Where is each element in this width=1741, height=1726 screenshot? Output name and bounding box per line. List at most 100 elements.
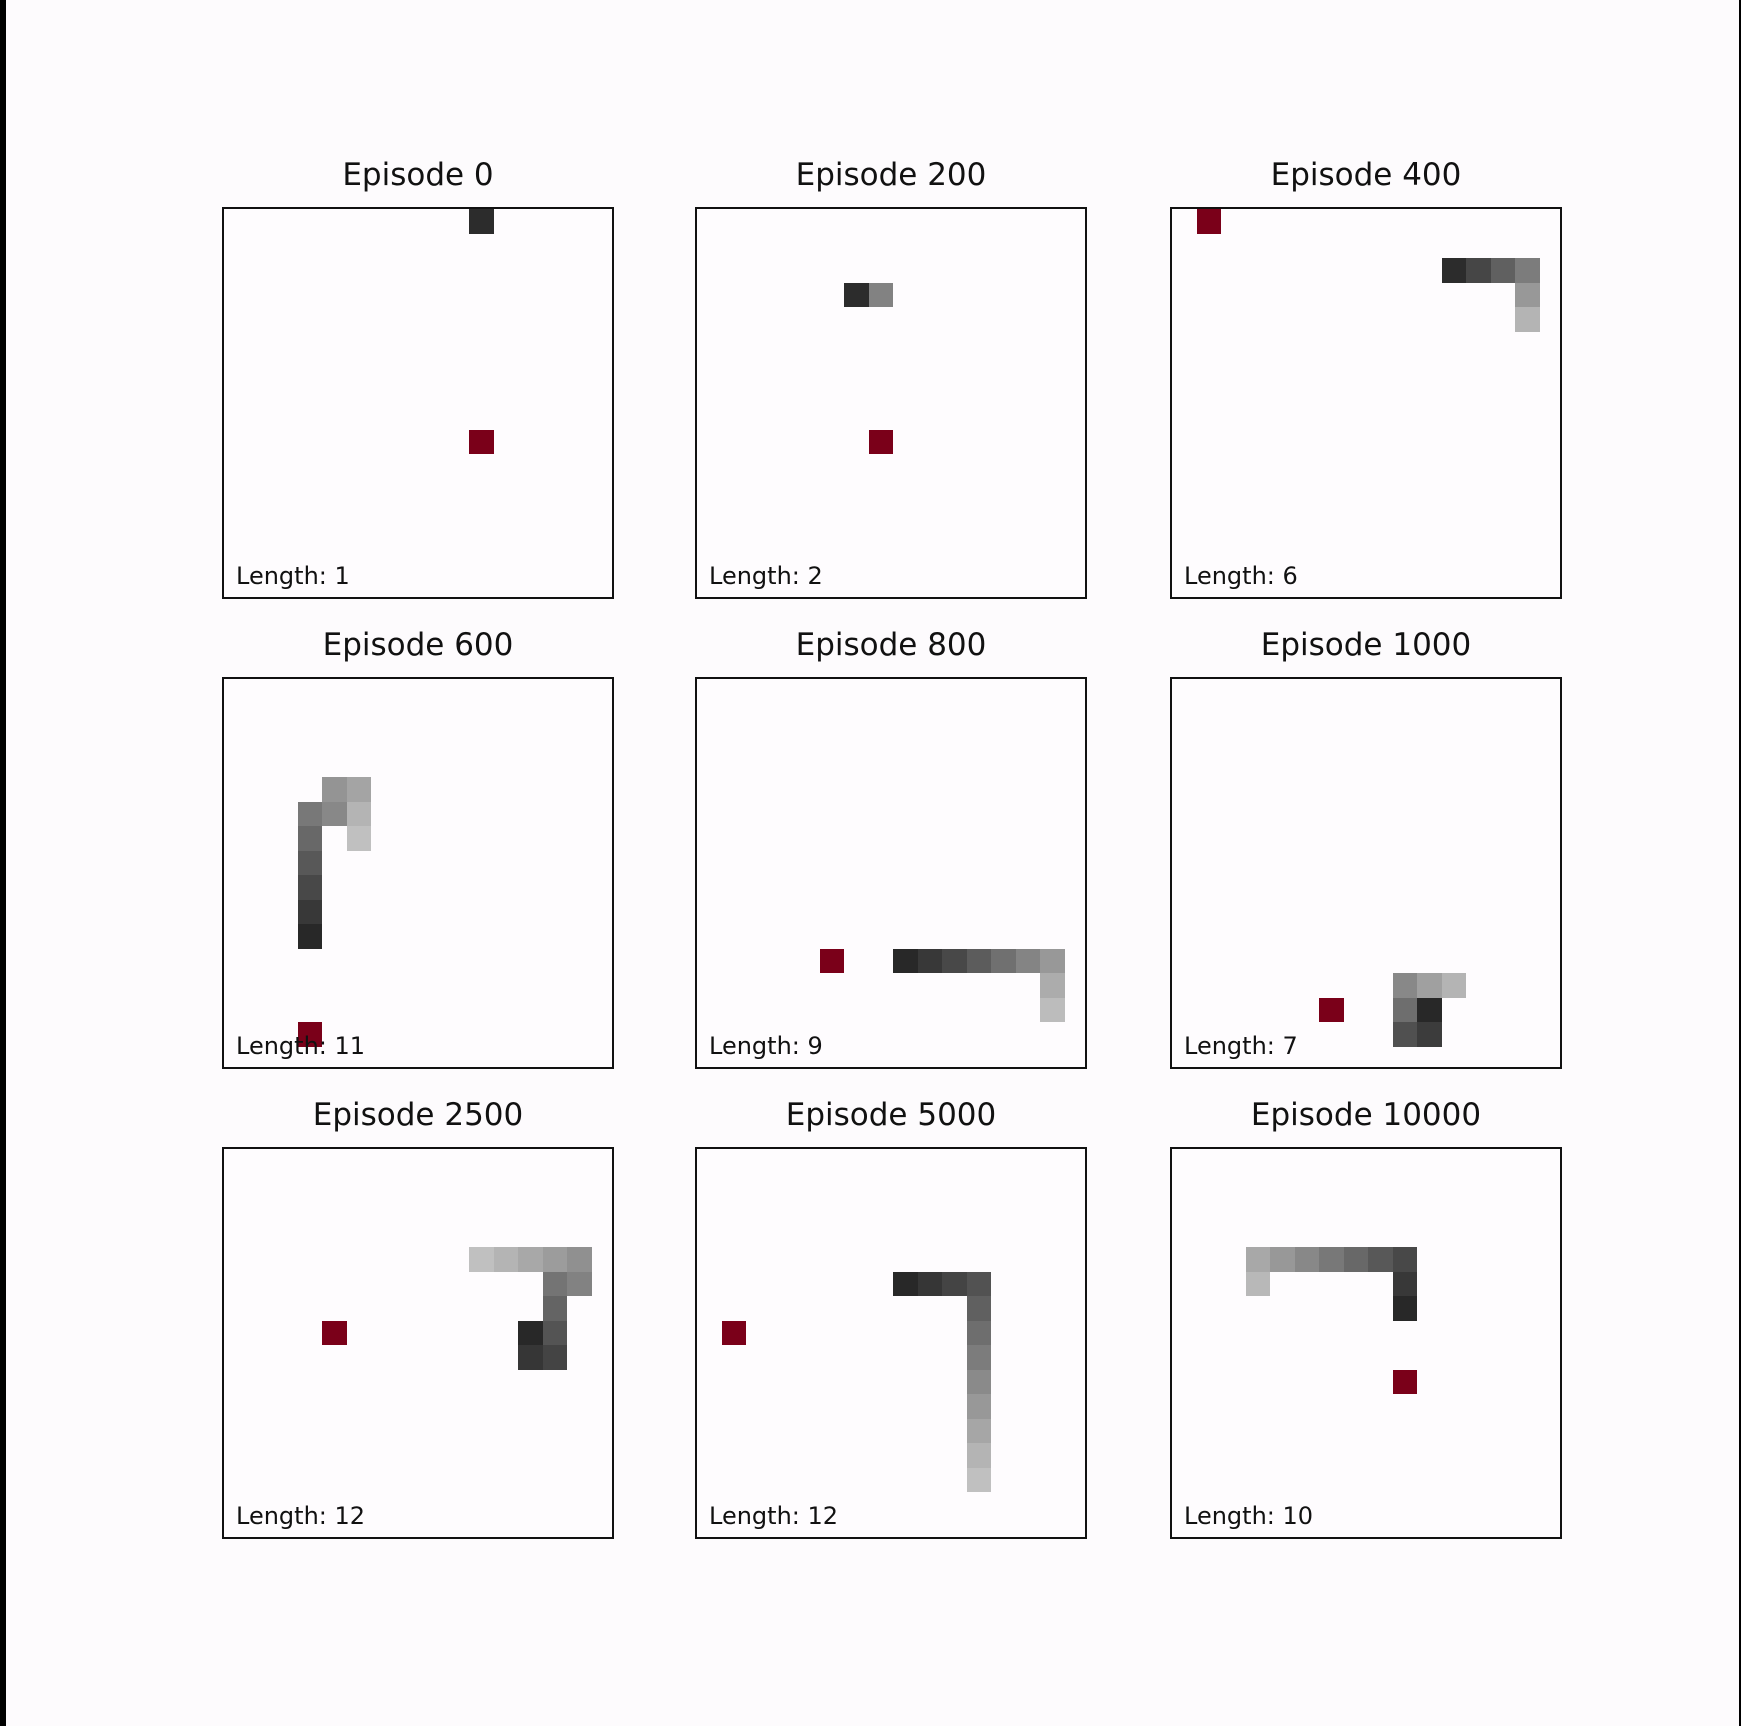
panel-title: Episode 2500 (312, 1097, 524, 1133)
snake-segment (966, 948, 991, 973)
snake-segment (1343, 1247, 1368, 1272)
snake-segment (844, 282, 869, 307)
snake-segment (917, 1271, 942, 1296)
food-cell (1319, 997, 1344, 1022)
snake-segment (966, 1418, 991, 1443)
snake-segment (942, 948, 967, 973)
length-label: Length: 2 (709, 562, 823, 590)
snake-segment (346, 777, 371, 802)
snake-segment (469, 1247, 494, 1272)
snake-segment (518, 1345, 543, 1370)
snake-segment (518, 1247, 543, 1272)
panel-title: Episode 5000 (785, 1097, 997, 1133)
snake-segment (1294, 1247, 1319, 1272)
right-edge-bar (1739, 0, 1741, 1726)
snake-segment (346, 801, 371, 826)
snake-segment (966, 1296, 991, 1321)
game-board: Length: 12 (695, 1147, 1087, 1539)
snake-segment (542, 1271, 567, 1296)
snake-segment (917, 948, 942, 973)
snake-segment (1441, 258, 1466, 283)
food-cell (322, 1320, 347, 1345)
snake-segment (542, 1247, 567, 1272)
snake-segment (469, 209, 494, 234)
length-label: Length: 7 (1184, 1032, 1298, 1060)
game-board: Length: 7 (1170, 677, 1562, 1069)
snake-segment (1270, 1247, 1295, 1272)
snake-segment (518, 1320, 543, 1345)
snake-segment (966, 1443, 991, 1468)
snake-segment (1515, 282, 1540, 307)
snake-segment (297, 801, 322, 826)
snake-segment (1040, 973, 1065, 998)
snake-segment (966, 1467, 991, 1492)
food-cell (1392, 1369, 1417, 1394)
game-board: Length: 11 (222, 677, 614, 1069)
snake-segment (297, 924, 322, 949)
snake-segment (966, 1320, 991, 1345)
snake-segment (1490, 258, 1515, 283)
food-cell (469, 429, 494, 454)
snake-segment (1392, 1022, 1417, 1047)
snake-segment (322, 777, 347, 802)
food-cell (1196, 209, 1221, 234)
snake-segment (1441, 973, 1466, 998)
snake-segment (1368, 1247, 1393, 1272)
snake-segment (966, 1345, 991, 1370)
snake-segment (1040, 997, 1065, 1022)
snake-segment (1466, 258, 1491, 283)
snake-segment (542, 1296, 567, 1321)
length-label: Length: 10 (1184, 1502, 1314, 1530)
panel-title: Episode 600 (322, 627, 514, 663)
game-board: Length: 2 (695, 207, 1087, 599)
snake-segment (1417, 1022, 1442, 1047)
game-board: Length: 10 (1170, 1147, 1562, 1539)
game-board: Length: 12 (222, 1147, 614, 1539)
game-board: Length: 1 (222, 207, 614, 599)
snake-segment (542, 1320, 567, 1345)
snake-segment (1417, 973, 1442, 998)
snake-segment (1392, 1247, 1417, 1272)
food-cell (721, 1320, 746, 1345)
snake-segment (1040, 948, 1065, 973)
snake-segment (542, 1345, 567, 1370)
snake-segment (893, 948, 918, 973)
panel-title: Episode 1000 (1260, 627, 1472, 663)
length-label: Length: 1 (236, 562, 350, 590)
snake-segment (966, 1369, 991, 1394)
snake-segment (1515, 258, 1540, 283)
snake-segment (567, 1271, 592, 1296)
snake-segment (1245, 1271, 1270, 1296)
snake-segment (297, 899, 322, 924)
length-label: Length: 11 (236, 1032, 366, 1060)
food-cell (297, 1022, 322, 1047)
snake-segment (346, 826, 371, 851)
snake-segment (1319, 1247, 1344, 1272)
snake-segment (942, 1271, 967, 1296)
snake-segment (322, 801, 347, 826)
snake-segment (966, 1394, 991, 1419)
snake-segment (493, 1247, 518, 1272)
snake-segment (297, 875, 322, 900)
snake-segment (1392, 1271, 1417, 1296)
length-label: Length: 9 (709, 1032, 823, 1060)
panel-title: Episode 0 (342, 157, 494, 193)
length-label: Length: 12 (236, 1502, 366, 1530)
panel-title: Episode 400 (1270, 157, 1462, 193)
snake-segment (893, 1271, 918, 1296)
panel-title: Episode 800 (795, 627, 987, 663)
snake-segment (868, 282, 893, 307)
snake-segment (1515, 307, 1540, 332)
snake-segment (1015, 948, 1040, 973)
snake-segment (1245, 1247, 1270, 1272)
food-cell (819, 948, 844, 973)
snake-segment (1417, 997, 1442, 1022)
game-board: Length: 9 (695, 677, 1087, 1069)
food-cell (868, 429, 893, 454)
snake-segment (297, 826, 322, 851)
game-board: Length: 6 (1170, 207, 1562, 599)
snake-segment (991, 948, 1016, 973)
snake-segment (1392, 997, 1417, 1022)
snake-segment (567, 1247, 592, 1272)
snake-segment (1392, 1296, 1417, 1321)
